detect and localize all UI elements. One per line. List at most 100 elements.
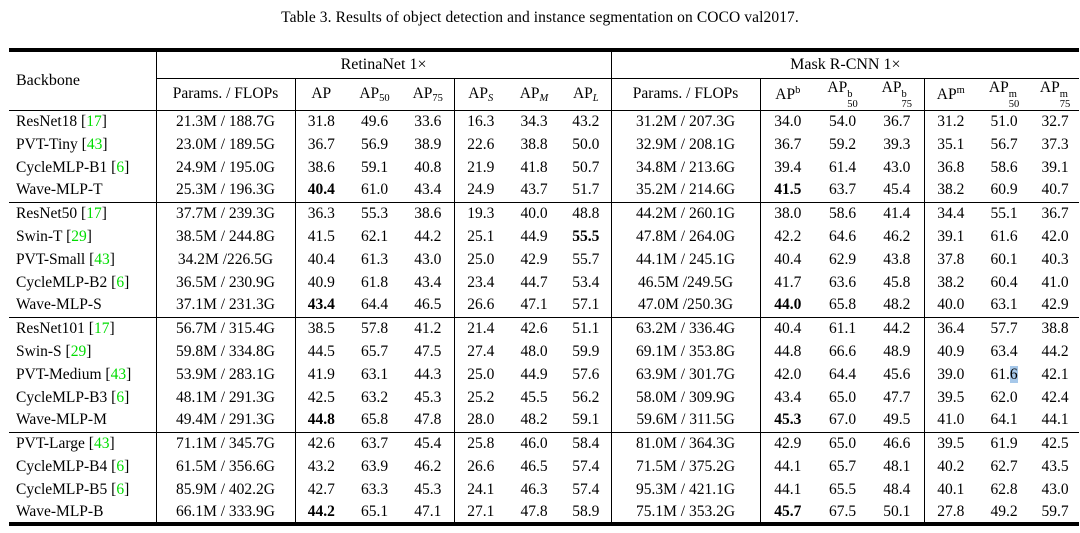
table-row: PVT-Medium [43] 53.9M / 283.1G 41.9 63.1 44.… (9, 363, 1079, 386)
retinanet-metric-cell: 25.8 (453, 431, 507, 455)
retinanet-metric-cell: 25.2 (453, 386, 507, 409)
citation-number: 43 (86, 135, 103, 153)
retinanet-metric-cell: 40.9 (294, 271, 347, 294)
mask-rcnn-metric-cell: 36.7 (759, 133, 816, 156)
retinanet-metric-cell: 22.6 (453, 133, 507, 156)
mask-rcnn-metric-cell: 51.0 (990, 112, 1018, 130)
mask-rcnn-metric-cell: 62.8 (990, 480, 1018, 498)
retinanet-metric-cell: 61.8 (360, 273, 389, 291)
mask-rcnn-metric-cell: 42.9 (759, 431, 816, 455)
backbone-name: ResNet18 (16, 112, 78, 130)
mask-rcnn-metric-cell: 44.1 (759, 455, 816, 478)
mask-rcnn-params-cell: 58.0M / 309.9G (610, 386, 761, 409)
mask-rcnn-metric-cell: 39.1 (923, 225, 978, 248)
retinanet-metric-cell: 44.7 (520, 273, 548, 291)
backbone-cell: Swin-S [29] (16, 342, 92, 360)
results-table: Backbone RetinaNet 1× Mask R-CNN 1× Para… (9, 48, 1080, 526)
mask-rcnn-params-cell: 63.2M / 336.4G (610, 316, 761, 340)
mask-rcnn-metric-cell: 44.2 (1041, 342, 1069, 360)
column-header: AP50 (347, 78, 402, 111)
column-header: APS (453, 78, 507, 111)
group-header-row: Backbone RetinaNet 1× Mask R-CNN 1× (9, 50, 1080, 111)
retinanet-metric-cell: 43.4 (414, 273, 442, 291)
mask-rcnn-metric-cell: 65.8 (828, 296, 857, 314)
citation-number: 17 (93, 319, 110, 337)
retinanet-metric-cell: 45.5 (520, 388, 548, 406)
backbone-cell: CycleMLP-B5 [6] (16, 480, 130, 498)
header-superscript-subscript: m 50 (1008, 88, 1020, 110)
mask-rcnn-metric-cell: 38.2 (923, 271, 978, 294)
header-superscript-subscript: b 50 (847, 88, 858, 110)
retinanet-metric-cell: 43.4 (414, 181, 442, 199)
retinanet-metric-cell: 23.4 (453, 271, 507, 294)
backbone-name: CycleMLP-B1 (16, 158, 108, 176)
backbone-name: PVT-Small (16, 250, 86, 268)
mask-rcnn-metric-cell: 41.7 (759, 271, 816, 294)
mask-rcnn-metric-cell: 42.9 (1041, 296, 1069, 314)
column-header: AP75 (402, 78, 454, 111)
mask-rcnn-metric-cell: 66.6 (828, 342, 857, 360)
table-body: ResNet18 [17] 21.3M / 188.7G 31.8 49.6 33.6 1… (9, 110, 1080, 524)
mask-rcnn-metric-cell: 34.4 (923, 201, 978, 225)
retinanet-metric-cell: 50.7 (572, 158, 600, 176)
mask-rcnn-params-cell: 44.1M / 245.1G (610, 248, 761, 271)
mask-rcnn-metric-cell: 44.1 (1041, 411, 1069, 429)
retinanet-metric-cell: 40.4 (294, 179, 347, 202)
table-caption: Table 3. Results of object detection and… (281, 9, 799, 26)
mask-rcnn-metric-cell: 40.1 (923, 478, 978, 501)
citation-number: 29 (70, 342, 87, 360)
retinanet-params-cell: 25.3M / 196.3G (155, 179, 295, 202)
backbone-cell: CycleMLP-B2 [6] (16, 273, 130, 291)
retinanet-metric-cell: 46.0 (507, 431, 561, 455)
mask-rcnn-metric-cell: 45.3 (759, 409, 816, 432)
table-row: Swin-T [29] 38.5M / 244.8G 41.5 62.1 44.2 25.… (9, 225, 1079, 248)
mask-rcnn-metric-cell: 42.2 (759, 225, 816, 248)
backbone-cell: ResNet50 [17] (9, 201, 156, 225)
retinanet-metric-cell: 59.1 (360, 158, 389, 176)
retinanet-metric-cell: 45.4 (402, 431, 454, 455)
retinanet-params-cell: 23.0M / 189.5G (155, 133, 295, 156)
retinanet-metric-cell: 43.4 (294, 294, 347, 317)
mask-rcnn-metric-cell: 41.0 (1041, 273, 1069, 291)
mask-rcnn-metric-cell: 63.6 (828, 273, 857, 291)
retinanet-params-cell: 66.1M / 333.9G (155, 501, 295, 524)
retinanet-metric-cell: 38.6 (402, 201, 454, 225)
citation-number: 43 (94, 250, 110, 268)
mask-rcnn-metric-cell: 47.7 (883, 388, 911, 406)
retinanet-metric-cell: 58.9 (572, 502, 600, 520)
mask-rcnn-metric-cell: 60.4 (990, 273, 1018, 291)
retinanet-metric-cell: 44.9 (520, 365, 548, 383)
retinanet-metric-cell: 48.0 (520, 342, 548, 360)
mask-rcnn-metric-cell: 63.7 (828, 181, 857, 199)
header-subscript: S (488, 92, 494, 104)
retinanet-metric-cell: 63.3 (360, 480, 389, 498)
mask-rcnn-metric-cell: 36.8 (923, 156, 978, 179)
mask-rcnn-metric-cell: 42.0 (759, 363, 816, 386)
retinanet-metric-cell: 41.8 (520, 158, 548, 176)
retinanet-metric-cell: 40.8 (414, 158, 442, 176)
mask-rcnn-metric-cell: 54.0 (828, 112, 857, 130)
retinanet-metric-cell: 56.2 (572, 388, 600, 406)
mask-rcnn-metric-cell: 42.1 (1041, 365, 1069, 383)
citation-number: 43 (93, 434, 110, 452)
mask-rcnn-metric-cell: 48.9 (883, 342, 911, 360)
retinanet-metric-cell: 46.3 (520, 480, 548, 498)
mask-rcnn-metric-cell: 37.3 (1041, 135, 1069, 153)
retinanet-metric-cell: 38.8 (520, 135, 548, 153)
header-subscript: 50 (379, 92, 390, 104)
mask-rcnn-metric-cell: 65.7 (828, 457, 857, 475)
retinanet-metric-cell: 48.8 (561, 201, 612, 225)
mask-rcnn-metric-cell: 44.8 (759, 340, 816, 363)
retinanet-params-cell: 53.9M / 283.1G (155, 363, 295, 386)
backbone-name: CycleMLP-B4 (16, 457, 108, 475)
retinanet-metric-cell: 59.9 (572, 342, 600, 360)
retinanet-metric-cell: 53.4 (572, 273, 600, 291)
mask-rcnn-params-cell: 47.0M /250.3G (610, 294, 761, 317)
mask-rcnn-metric-cell: 40.3 (1041, 250, 1069, 268)
retinanet-params-cell: 36.5M / 230.9G (155, 271, 295, 294)
backbone-name: PVT-Medium (16, 365, 102, 383)
table-row: PVT-Tiny [43] 23.0M / 189.5G 36.7 56.9 38.9 2… (9, 133, 1079, 156)
backbone-name: PVT-Large (16, 434, 85, 452)
mask-rcnn-metric-cell: 41.4 (870, 201, 925, 225)
retinanet-metric-cell: 44.9 (520, 227, 548, 245)
